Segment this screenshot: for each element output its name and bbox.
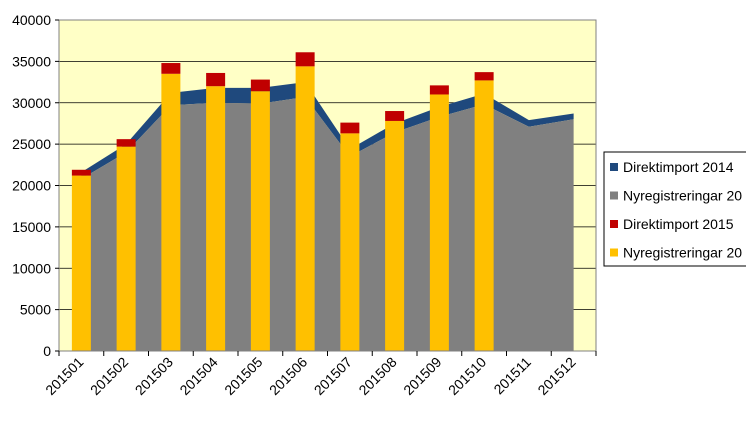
legend-swatch [610, 220, 618, 228]
y-tick-label: 0 [43, 343, 51, 359]
bar-nyregistreringar-2015 [206, 86, 226, 351]
bar-direktimport-2015 [474, 72, 494, 81]
x-tick-label: 201505 [221, 354, 265, 398]
x-tick-label: 201508 [355, 354, 399, 398]
y-tick-label: 10000 [12, 260, 51, 276]
legend-label: Nyregistreringar 20 [623, 245, 742, 261]
bar-nyregistreringar-2015 [250, 91, 270, 351]
bar-direktimport-2015 [206, 72, 226, 87]
area-direktimport-2014 [81, 82, 574, 179]
bar-direktimport-2015 [385, 111, 405, 121]
y-tick-label: 40000 [12, 12, 51, 28]
area-nyregistreringar-2014 [81, 96, 574, 352]
bar-nyregistreringar-2015 [429, 94, 449, 351]
y-axis-ticks: 0 5000 10000 15000 20000 25000 30000 35000 40000 [12, 12, 59, 359]
x-tick-label: 201501 [42, 354, 86, 398]
x-tick-label: 201506 [266, 354, 310, 398]
legend-label: Direktimport 2015 [623, 216, 734, 232]
y-tick-label: 15000 [12, 219, 51, 235]
legend-swatch [610, 191, 618, 200]
legend-label: Direktimport 2014 [623, 159, 734, 175]
bar-nyregistreringar-2015 [474, 80, 494, 351]
legend-swatch [610, 163, 618, 171]
bar-direktimport-2015 [71, 169, 91, 176]
bar-nyregistreringar-2015 [161, 73, 181, 351]
legend-box [603, 151, 746, 267]
x-axis-ticks: 201501 201502 201503 201504 201505 201506 2015… [42, 351, 597, 398]
bar-direktimport-2015 [340, 122, 360, 134]
x-tick-label: 201511 [490, 354, 534, 398]
y-tick-label: 20000 [12, 178, 51, 194]
bar-nyregistreringar-2015 [71, 175, 91, 351]
bar-nyregistreringar-2015 [116, 146, 136, 351]
bar-direktimport-2015 [161, 63, 181, 74]
x-tick-label: 201502 [87, 354, 131, 398]
y-tick-label: 35000 [12, 53, 51, 69]
legend: Direktimport 2014 Nyregistreringar 20 Dire… [603, 151, 746, 267]
x-tick-label: 201507 [311, 354, 355, 398]
bar-direktimport-2015 [250, 79, 270, 92]
y-tick-label: 5000 [20, 302, 51, 318]
x-tick-label: 201512 [534, 354, 578, 398]
y-tick-label: 30000 [12, 95, 51, 111]
bar-nyregistreringar-2015 [340, 133, 360, 351]
area-series [81, 82, 574, 352]
bar-direktimport-2015 [295, 52, 315, 67]
bar-nyregistreringar-2015 [385, 120, 405, 351]
x-tick-label: 201503 [132, 354, 176, 398]
x-tick-label: 201509 [400, 354, 444, 398]
bar-nyregistreringar-2015 [295, 66, 315, 351]
x-tick-label: 201504 [176, 354, 220, 398]
bar-direktimport-2015 [429, 85, 449, 95]
y-tick-label: 25000 [12, 136, 51, 152]
legend-swatch [610, 248, 618, 257]
bar-series [71, 52, 494, 351]
bar-direktimport-2015 [116, 139, 136, 147]
x-tick-label: 201510 [445, 354, 489, 398]
legend-label: Nyregistreringar 20 [623, 188, 742, 204]
